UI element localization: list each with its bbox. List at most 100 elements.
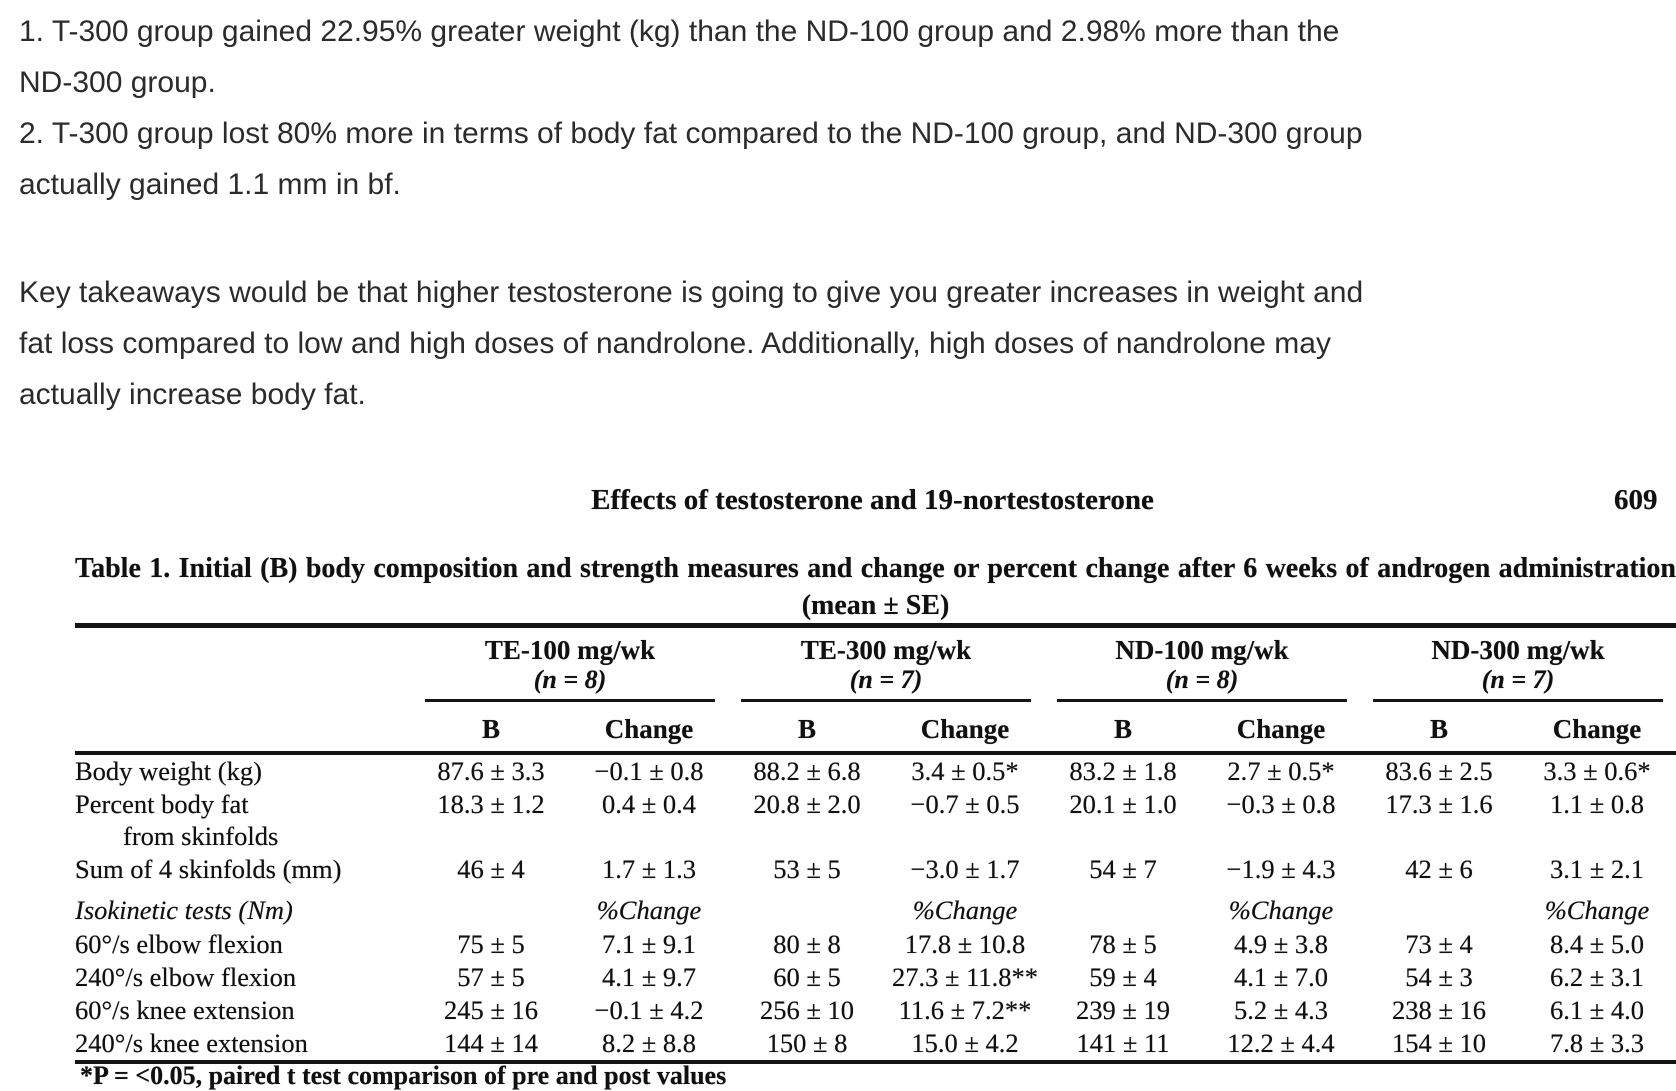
pct-change-header: %Change [912,895,1018,925]
value-cell: 144 ± 14 [412,1027,570,1064]
value-cell: 12.2 ± 4.4 [1202,1027,1360,1064]
value-cell: 42 ± 6 [1405,854,1473,884]
value-cell: 4.9 ± 3.8 [1233,929,1329,959]
value-cell: 1.1 ± 0.8 [1549,789,1645,819]
group-n: (n = 8) [533,665,607,694]
value-cell: 17.8 ± 10.8 [904,929,1026,959]
notes-line: fat loss compared to low and high doses … [19,327,1331,360]
group-header: ND-100 mg/wk (n = 8) [1044,626,1360,708]
value-cell: 1.7 ± 1.3 [601,854,697,884]
subheader-b: B [1044,707,1202,755]
value-cell: −0.7 ± 0.5 [910,789,1020,819]
value-cell: 54 ± 3 [1405,962,1473,992]
value-cell: 88.2 ± 6.8 [753,756,861,786]
table-row: 60°/s elbow flexion 75 ± 5 7.1 ± 9.1 80 … [75,928,1676,961]
row-label: 60°/s knee extension [75,995,295,1025]
value-cell: 46 ± 4 [457,854,525,884]
value-cell: 57 ± 5 [457,962,525,992]
value-cell: 78 ± 5 [1089,929,1157,959]
subheader-change: Change [886,707,1044,755]
table-row: 60°/s knee extension 245 ± 16 −0.1 ± 4.2… [75,994,1676,1027]
group-label: ND-300 mg/wk [1431,635,1605,665]
notes-line: actually increase body fat. [19,378,366,411]
pct-change-header: %Change [1228,895,1334,925]
table-caption: Table 1. Initial (B) body composition an… [75,550,1676,624]
table-row: Sum of 4 skinfolds (mm) 46 ± 4 1.7 ± 1.3… [75,853,1676,886]
value-cell: 150 ± 8 [728,1027,886,1064]
value-cell: 4.1 ± 9.7 [601,962,697,992]
table-row-continuation: from skinfolds [75,821,1676,853]
value-cell: 8.4 ± 5.0 [1549,929,1645,959]
subheader-change: Change [570,707,728,755]
value-cell: 245 ± 16 [443,995,539,1025]
value-cell: 54 ± 7 [1089,854,1157,884]
row-label-continuation: from skinfolds [123,821,279,851]
subheader-change: Change [1518,707,1676,755]
row-label: Percent body fat [75,789,249,819]
value-cell: 4.1 ± 7.0 [1233,962,1329,992]
group-label: TE-100 mg/wk [484,635,656,665]
row-label: Body weight (kg) [75,756,262,786]
group-label: TE-300 mg/wk [800,635,972,665]
group-rule [741,699,1031,702]
value-cell: 6.1 ± 4.0 [1549,995,1645,1025]
value-cell: 7.1 ± 9.1 [601,929,697,959]
value-cell: 87.6 ± 3.3 [437,756,545,786]
value-cell: 154 ± 10 [1360,1027,1518,1064]
value-cell: 238 ± 16 [1391,995,1487,1025]
value-cell: 20.1 ± 1.0 [1069,789,1177,819]
value-cell: 83.6 ± 2.5 [1385,756,1493,786]
group-label: ND-100 mg/wk [1115,635,1289,665]
value-cell: −0.3 ± 0.8 [1226,789,1336,819]
table-caption-line1: Table 1. Initial (B) body composition an… [75,553,1676,584]
row-label: 240°/s knee extension [75,1027,412,1064]
subheader-b: B [1360,707,1518,755]
group-rule [425,699,715,702]
value-cell: 2.7 ± 0.5* [1227,756,1335,786]
group-header: TE-300 mg/wk (n = 7) [728,626,1044,708]
paper-running-title: Effects of testosterone and 19-nortestos… [591,484,1154,516]
value-cell: 3.1 ± 2.1 [1549,854,1645,884]
table-section-row: Isokinetic tests (Nm) %Change %Change %C… [75,886,1676,928]
value-cell: 8.2 ± 8.8 [570,1027,728,1064]
pct-change-header: %Change [596,895,702,925]
value-cell: 0.4 ± 0.4 [601,789,697,819]
value-cell: 53 ± 5 [773,854,841,884]
group-header: TE-100 mg/wk (n = 8) [412,626,728,708]
value-cell: 73 ± 4 [1405,929,1473,959]
subheader-b: B [728,707,886,755]
row-label: 240°/s elbow flexion [75,962,297,992]
value-cell: −1.9 ± 4.3 [1226,854,1336,884]
table-row: Percent body fat 18.3 ± 1.2 0.4 ± 0.4 20… [75,788,1676,821]
value-cell: 6.2 ± 3.1 [1549,962,1645,992]
table-group-header-row: TE-100 mg/wk (n = 8) TE-300 mg/wk (n = 7… [75,626,1676,708]
notes-line: 2. T-300 group lost 80% more in terms of… [19,117,1363,150]
notes-section: 1. T-300 group gained 22.95% greater wei… [19,6,1676,420]
value-cell: 141 ± 11 [1044,1027,1202,1064]
value-cell: −0.1 ± 0.8 [594,756,704,786]
subheader-change: Change [1202,707,1360,755]
value-cell: 11.6 ± 7.2** [898,995,1032,1025]
value-cell: −0.1 ± 4.2 [594,995,704,1025]
group-n: (n = 8) [1165,665,1239,694]
value-cell: 27.3 ± 11.8** [891,962,1039,992]
row-label: 60°/s elbow flexion [75,929,283,959]
value-cell: 20.8 ± 2.0 [753,789,861,819]
group-n: (n = 7) [849,665,923,694]
value-cell: −3.0 ± 1.7 [910,854,1020,884]
value-cell: 17.3 ± 1.6 [1385,789,1493,819]
value-cell: 3.3 ± 0.6* [1543,756,1651,786]
section-label: Isokinetic tests (Nm) [75,895,293,925]
value-cell: 256 ± 10 [759,995,855,1025]
value-cell: 239 ± 19 [1075,995,1171,1025]
table-footnote: *P = <0.05, paired t test comparison of … [80,1061,727,1090]
notes-line: actually gained 1.1 mm in bf. [19,168,401,201]
value-cell: 7.8 ± 3.3 [1518,1027,1676,1064]
value-cell: 15.0 ± 4.2 [886,1027,1044,1064]
value-cell: 80 ± 8 [773,929,841,959]
notes-line: 1. T-300 group gained 22.95% greater wei… [19,15,1340,48]
value-cell: 59 ± 4 [1089,962,1157,992]
notes-line: Key takeaways would be that higher testo… [19,276,1364,309]
group-rule [1373,699,1663,702]
